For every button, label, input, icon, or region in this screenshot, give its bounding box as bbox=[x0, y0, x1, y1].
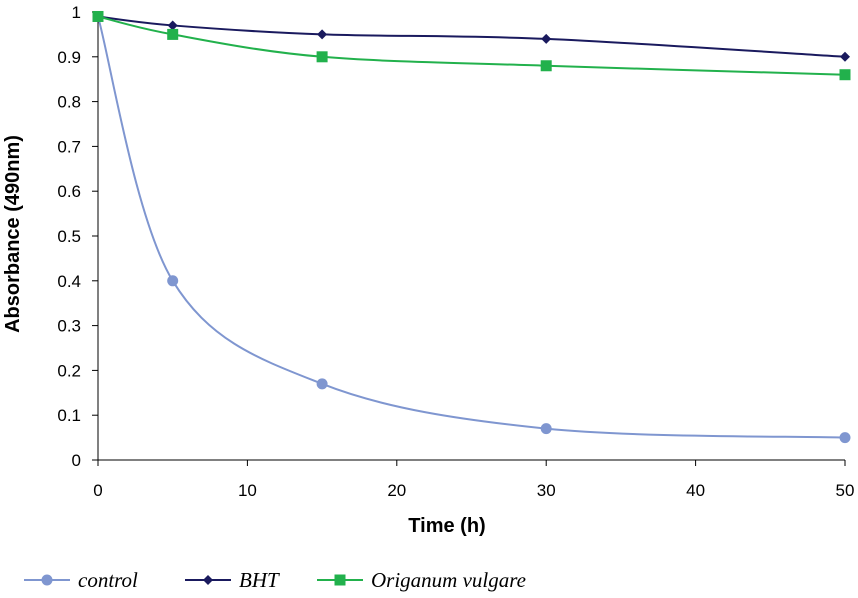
x-tick-label: 20 bbox=[387, 481, 406, 500]
series-line-origanum-vulgare bbox=[97, 15, 846, 76]
legend-item-bht: BHT bbox=[185, 568, 280, 592]
data-point-control bbox=[540, 423, 552, 435]
y-tick-label: 0.7 bbox=[57, 137, 81, 156]
data-point-origanum-vulgare bbox=[92, 10, 104, 22]
y-tick-label: 1 bbox=[72, 3, 81, 22]
data-point-control bbox=[167, 275, 179, 287]
legend-swatch-marker bbox=[203, 575, 213, 585]
data-point-control bbox=[316, 378, 328, 390]
y-tick-label: 0.8 bbox=[57, 93, 81, 112]
legend: control BHT Origanum vulgare bbox=[24, 568, 526, 592]
data-point-bht bbox=[167, 20, 178, 31]
data-point-origanum-vulgare bbox=[839, 69, 851, 81]
x-axis-title: Time (h) bbox=[408, 515, 485, 537]
y-tick-label: 0.6 bbox=[57, 182, 81, 201]
x-tick-label: 10 bbox=[238, 481, 257, 500]
y-axis-title: Absorbance (490nm) bbox=[2, 135, 24, 333]
x-tick-label: 50 bbox=[836, 481, 855, 500]
series-origanum-vulgare bbox=[92, 10, 851, 81]
y-tick-label: 0.2 bbox=[57, 361, 81, 380]
y-tick-label: 0 bbox=[72, 451, 81, 470]
data-point-bht bbox=[541, 33, 552, 44]
legend-label: Origanum vulgare bbox=[371, 568, 526, 592]
x-tick-label: 0 bbox=[93, 481, 102, 500]
y-tick-label: 0.9 bbox=[57, 48, 81, 67]
series-bht bbox=[93, 11, 850, 62]
x-tick-label: 30 bbox=[537, 481, 556, 500]
axes: 00.10.20.30.40.50.60.70.80.910 10 20 30 40 50 bbox=[57, 3, 854, 500]
series-control bbox=[92, 10, 851, 444]
y-tick-label: 0.1 bbox=[57, 406, 81, 425]
series-line-bht bbox=[97, 15, 846, 58]
legend-label: BHT bbox=[239, 568, 280, 592]
data-point-bht bbox=[317, 29, 328, 40]
legend-swatch-marker bbox=[41, 574, 53, 586]
legend-item-control: control bbox=[24, 568, 138, 592]
y-tick-label: 0.3 bbox=[57, 317, 81, 336]
data-point-bht bbox=[840, 51, 850, 62]
series-line-control bbox=[97, 16, 846, 439]
data-point-origanum-vulgare bbox=[316, 51, 328, 63]
legend-swatch-marker bbox=[334, 574, 346, 586]
x-tick-label: 40 bbox=[686, 481, 705, 500]
legend-label: control bbox=[78, 568, 138, 592]
y-tick-label: 0.5 bbox=[57, 227, 81, 246]
data-point-origanum-vulgare bbox=[167, 28, 179, 40]
series-layer bbox=[92, 10, 851, 444]
y-tick-label: 0.4 bbox=[57, 272, 81, 291]
data-point-origanum-vulgare bbox=[540, 60, 552, 72]
legend-item-origanum-vulgare: Origanum vulgare bbox=[317, 568, 526, 592]
data-point-control bbox=[839, 432, 851, 444]
